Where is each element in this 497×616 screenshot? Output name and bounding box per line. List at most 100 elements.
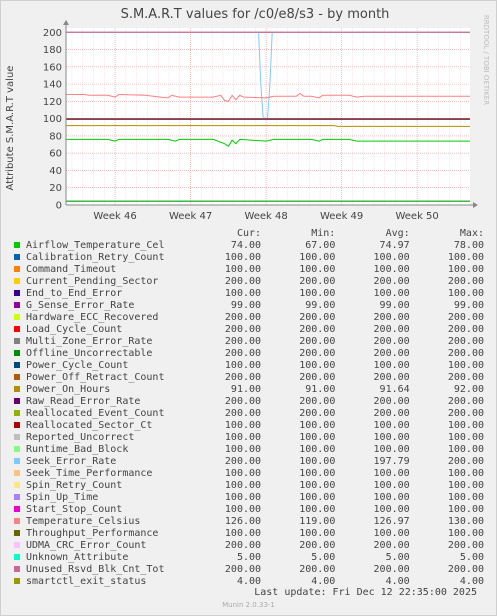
legend-row: Hardware_ECC_Recovered 200.00 200.00 200.00… xyxy=(14,312,484,324)
legend-value-cur: 5.00 xyxy=(236,552,262,563)
legend-value-avg: 200.00 xyxy=(373,564,410,575)
legend-value-avg: 74.97 xyxy=(379,240,410,251)
legend-series-name: Power_On_Hours xyxy=(26,384,111,395)
legend-value-min: 200.00 xyxy=(299,312,336,323)
legend-value-cur: 99.00 xyxy=(230,300,262,311)
legend-value-cur: 200.00 xyxy=(224,348,262,359)
legend-value-max: 100.00 xyxy=(447,468,484,479)
legend-value-max: 200.00 xyxy=(447,336,484,347)
legend-series-name: Spin_Up_Time xyxy=(26,492,99,503)
legend-swatch xyxy=(14,362,20,368)
legend-series-name: Start_Stop_Count xyxy=(26,504,123,515)
legend-value-avg: 200.00 xyxy=(373,348,410,359)
legend-value-avg: 200.00 xyxy=(373,540,410,551)
legend-row: Raw_Read_Error_Rate 200.00 200.00 200.00 200… xyxy=(14,396,484,408)
legend-value-max: 200.00 xyxy=(447,312,484,323)
legend-value-max: 100.00 xyxy=(447,420,484,431)
legend-value-min: 4.00 xyxy=(311,576,336,587)
legend-value-max: 100.00 xyxy=(447,288,484,299)
legend-swatch xyxy=(14,506,20,512)
legend-value-min: 100.00 xyxy=(299,480,336,491)
legend-value-min: 100.00 xyxy=(299,360,336,371)
y-tick-label: 0 xyxy=(56,201,62,212)
legend-row: Temperature_Celsius 126.00 119.00 126.97 130… xyxy=(14,516,484,528)
legend-row: Unknown_Attribute 5.00 5.00 5.00 5.00 xyxy=(14,552,484,564)
legend-value-cur: 4.00 xyxy=(236,576,262,587)
legend-row: Start_Stop_Count 100.00 100.00 100.00 100.00 xyxy=(14,504,484,516)
y-axis-arrow xyxy=(63,20,69,25)
legend-row: Reported_Uncorrect 100.00 100.00 100.00 100.… xyxy=(14,432,484,444)
legend-series-name: Offline_Uncorrectable xyxy=(26,348,153,359)
legend-value-avg: 100.00 xyxy=(373,468,410,479)
legend-series-name: Multi_Zone_Error_Rate xyxy=(26,336,153,347)
legend-swatch xyxy=(14,290,20,296)
legend-value-avg: 5.00 xyxy=(385,552,410,563)
legend-swatch xyxy=(14,494,20,500)
legend-value-max: 200.00 xyxy=(447,540,484,551)
legend-value-avg: 200.00 xyxy=(373,312,410,323)
chart-title: S.M.A.R.T values for /c0/e8/s3 - by mont… xyxy=(121,7,390,22)
legend-value-avg: 100.00 xyxy=(373,420,410,431)
legend-value-cur: 100.00 xyxy=(224,432,262,443)
legend-series-name: Calibration_Retry_Count xyxy=(26,252,165,263)
legend-col-max: Max: xyxy=(459,228,484,239)
legend-value-min: 100.00 xyxy=(299,528,336,539)
legend-swatch xyxy=(14,434,20,440)
legend-series-name: Airflow_Temperature_Cel xyxy=(26,240,165,251)
legend-value-min: 67.00 xyxy=(305,240,336,251)
legend-value-max: 100.00 xyxy=(447,492,484,503)
legend-value-avg: 100.00 xyxy=(373,504,410,515)
legend-series-name: Unused_Rsvd_Blk_Cnt_Tot xyxy=(26,564,165,575)
legend-series-name: Raw_Read_Error_Rate xyxy=(26,396,141,407)
legend-value-cur: 200.00 xyxy=(224,324,262,335)
legend-row: Spin_Retry_Count 100.00 100.00 100.00 100.00 xyxy=(14,480,484,492)
legend-swatch xyxy=(14,566,20,572)
legend-value-min: 119.00 xyxy=(299,516,336,527)
legend-swatch xyxy=(14,398,20,404)
legend-value-avg: 100.00 xyxy=(373,264,410,275)
legend-series-name: Hardware_ECC_Recovered xyxy=(26,312,159,323)
legend-series-name: Spin_Retry_Count xyxy=(26,480,123,491)
legend-series-name: Throughput_Performance xyxy=(26,528,159,539)
y-tick-label: 180 xyxy=(43,45,62,56)
legend-row: Calibration_Retry_Count 100.00 100.00 100.0… xyxy=(14,252,484,264)
legend-value-min: 200.00 xyxy=(299,564,336,575)
legend-value-max: 100.00 xyxy=(447,252,484,263)
legend-value-avg: 197.79 xyxy=(373,456,410,467)
last-update: Last update: Fri Dec 12 22:35:00 2025 xyxy=(254,587,477,598)
legend-series-name: Seek_Time_Performance xyxy=(26,468,153,479)
legend-swatch xyxy=(14,374,20,380)
legend-series-name: Current_Pending_Sector xyxy=(26,276,159,287)
x-tick-label: Week 50 xyxy=(395,211,438,222)
legend-swatch xyxy=(14,410,20,416)
legend-value-min: 91.00 xyxy=(305,384,336,395)
y-tick-label: 20 xyxy=(49,183,62,194)
legend-value-cur: 100.00 xyxy=(224,468,262,479)
legend-value-max: 4.00 xyxy=(459,576,484,587)
legend-value-avg: 100.00 xyxy=(373,432,410,443)
smart-values-chart: S.M.A.R.T values for /c0/e8/s3 - by mont… xyxy=(5,7,490,222)
y-tick-label: 120 xyxy=(43,97,62,108)
legend-value-max: 200.00 xyxy=(447,564,484,575)
legend-value-max: 200.00 xyxy=(447,456,484,467)
legend-value-min: 200.00 xyxy=(299,276,336,287)
legend-value-max: 100.00 xyxy=(447,480,484,491)
legend-row: Seek_Error_Rate 200.00 100.00 197.79 200.00 xyxy=(14,456,484,468)
x-axis-arrow xyxy=(473,202,478,208)
legend-row: End_to_End_Error 100.00 100.00 100.00 100.00 xyxy=(14,288,484,300)
legend-value-min: 200.00 xyxy=(299,336,336,347)
x-tick-label: Week 47 xyxy=(169,211,212,222)
y-tick-label: 140 xyxy=(43,80,62,91)
legend-value-max: 100.00 xyxy=(447,528,484,539)
y-axis-label: Attribute S.M.A.R.T value xyxy=(5,66,16,191)
legend-value-avg: 200.00 xyxy=(373,372,410,383)
legend-value-min: 100.00 xyxy=(299,444,336,455)
legend-value-cur: 200.00 xyxy=(224,408,262,419)
legend-value-max: 200.00 xyxy=(447,396,484,407)
legend-series-name: Reallocated_Sector_Ct xyxy=(26,420,153,431)
y-tick-label: 40 xyxy=(49,166,62,177)
legend-value-min: 100.00 xyxy=(299,288,336,299)
legend-value-min: 5.00 xyxy=(311,552,336,563)
legend-value-max: 200.00 xyxy=(447,324,484,335)
legend-value-cur: 200.00 xyxy=(224,312,262,323)
